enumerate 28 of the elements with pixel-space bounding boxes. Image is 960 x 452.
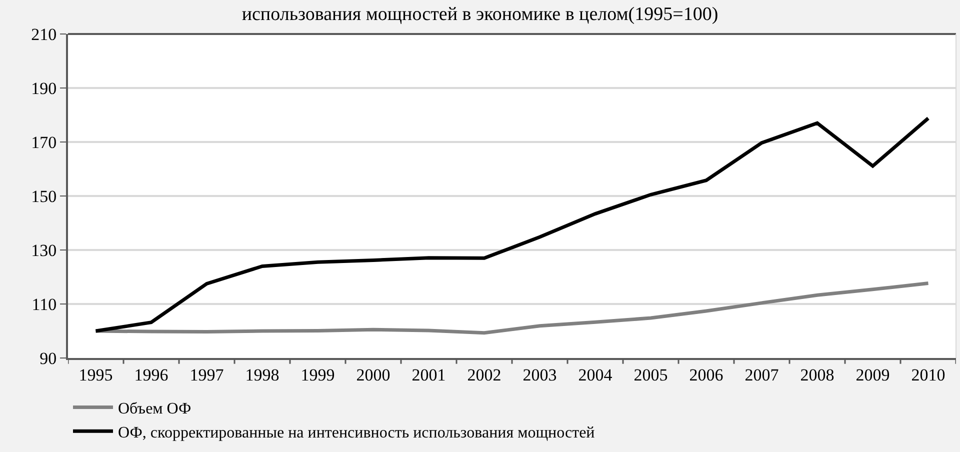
x-tick-label: 2010 — [911, 365, 946, 384]
line-series — [94, 281, 930, 335]
x-tick-label: 2007 — [744, 365, 780, 384]
y-tick-label: 170 — [31, 132, 57, 152]
x-tick-label: 1998 — [245, 365, 280, 384]
x-tick-label: 2003 — [522, 365, 557, 384]
x-tick-label: 2008 — [800, 365, 834, 384]
x-tick-label: 2004 — [578, 365, 613, 384]
y-tick-label: 110 — [32, 294, 57, 314]
x-tick-label: 2000 — [356, 365, 390, 384]
legend-label: ОФ, скорректированные на интенсивность использования мощностей — [118, 424, 596, 442]
y-tick-label: 150 — [31, 186, 57, 206]
y-tick-label: 90 — [40, 348, 57, 368]
y-tick-label: 210 — [31, 24, 57, 44]
x-tick-label: 1996 — [134, 365, 168, 384]
x-tick-label: 2009 — [856, 365, 890, 384]
x-tick-label: 2002 — [467, 365, 502, 384]
x-tick-label: 2006 — [689, 365, 724, 384]
chart-title: использования мощностей в экономике в целом(1995=100) — [242, 4, 718, 26]
legend-label: Объем ОФ — [118, 400, 192, 418]
y-tick-label: 130 — [31, 240, 57, 260]
x-tick-label: 2001 — [412, 365, 446, 384]
x-tick-label: 1999 — [300, 365, 335, 384]
x-tick-label: 1995 — [78, 365, 113, 384]
line-series — [94, 116, 930, 333]
y-tick-label: 190 — [31, 78, 57, 98]
x-tick-label: 2005 — [634, 365, 668, 384]
x-tick-label: 1997 — [190, 365, 224, 384]
